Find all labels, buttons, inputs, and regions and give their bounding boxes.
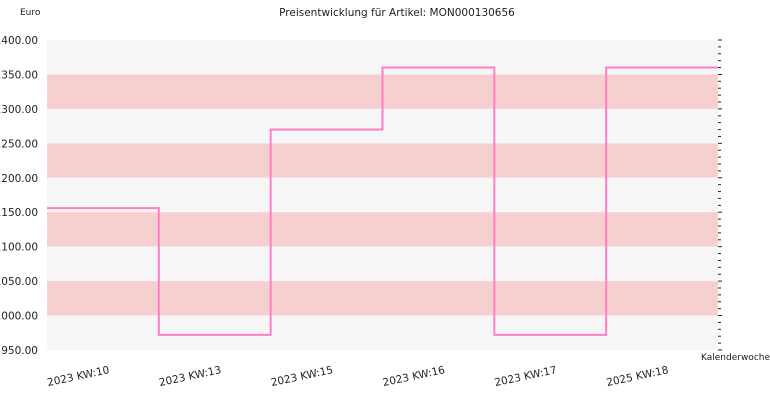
right-minor-ticks (718, 39, 722, 351)
x-tick-label: 2023 KW:13 (158, 364, 222, 389)
y-tick-label: 1250.00 (0, 138, 38, 150)
x-tick-label: 2023 KW:15 (270, 364, 334, 389)
grid-band (47, 212, 718, 247)
x-tick-label: 2023 KW:17 (494, 364, 558, 389)
x-tick-label: 2023 KW:16 (382, 364, 447, 389)
y-tick-label: 1350.00 (0, 69, 38, 81)
y-tick-label: 950.00 (1, 345, 38, 357)
x-axis-label: Kalenderwoche (701, 353, 770, 363)
y-tick-label: 1300.00 (0, 104, 38, 116)
y-tick-label: 1400.00 (0, 35, 38, 47)
y-tick-label: 1100.00 (0, 242, 38, 254)
y-tick-label: 1150.00 (0, 207, 38, 219)
grid-band (47, 246, 718, 282)
y-tick-label: 1200.00 (0, 173, 38, 185)
grid-band (47, 281, 718, 316)
y-axis-ticks: 1400.00 1350.00 1300.00 1250.00 1200.00 1150.… (0, 35, 38, 357)
y-tick-label: 1000.00 (0, 311, 38, 323)
price-series-line (47, 66, 718, 336)
x-tick-label: 2023 KW:10 (46, 364, 110, 389)
chart-title: Preisentwicklung für Artikel: MON0001306… (279, 7, 515, 19)
x-axis-labels: 2023 KW:10 2023 KW:13 2023 KW:15 2023 KW:16… (46, 364, 670, 389)
y-tick-label: 1050.00 (0, 276, 38, 288)
grid-band (47, 143, 718, 178)
x-tick-label: 2025 KW:18 (605, 364, 669, 389)
grid-band (47, 177, 718, 213)
grid-band (47, 315, 718, 350)
y-axis-label: Euro (20, 8, 41, 18)
